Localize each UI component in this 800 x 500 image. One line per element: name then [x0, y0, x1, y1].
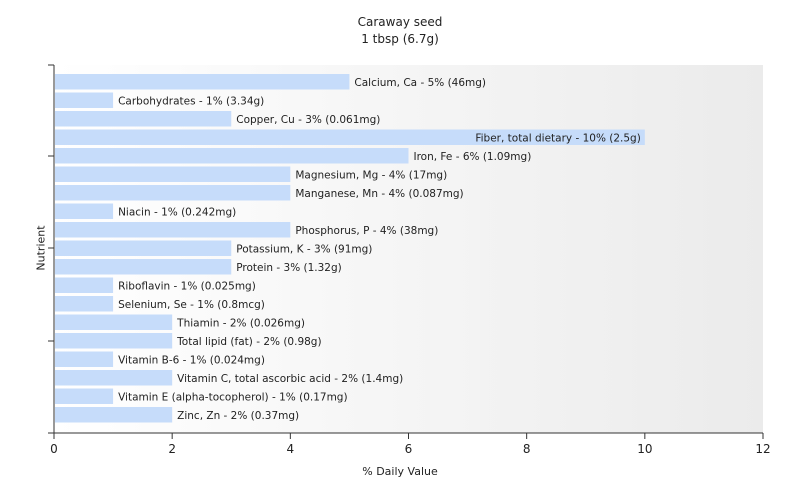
- bar-label: Thiamin - 2% (0.026mg): [176, 317, 305, 329]
- bar: [55, 129, 645, 145]
- bar-label: Vitamin E (alpha-tocopherol) - 1% (0.17m…: [118, 391, 348, 403]
- bar-label: Fiber, total dietary - 10% (2.5g): [475, 132, 640, 144]
- bar: [55, 259, 232, 275]
- bar-label: Calcium, Ca - 5% (46mg): [354, 77, 486, 89]
- bar-label: Vitamin C, total ascorbic acid - 2% (1.4…: [177, 373, 403, 385]
- bar-label: Copper, Cu - 3% (0.061mg): [236, 114, 380, 126]
- bar-label: Protein - 3% (1.32g): [236, 262, 342, 274]
- bar: [55, 74, 350, 90]
- bar: [55, 388, 114, 404]
- bars-layer: Calcium, Ca - 5% (46mg) Carbohydrates - 1…: [55, 74, 645, 423]
- bar: [55, 148, 409, 164]
- bar: [55, 185, 291, 201]
- x-axis-label: % Daily Value: [362, 465, 438, 478]
- x-tick-label: 8: [523, 442, 531, 456]
- bar: [55, 351, 114, 367]
- bar-label: Manganese, Mn - 4% (0.087mg): [295, 188, 463, 200]
- bar-label: Potassium, K - 3% (91mg): [236, 243, 372, 255]
- x-tick-label: 4: [287, 442, 295, 456]
- y-axis-label: Nutrient: [34, 225, 48, 271]
- bar: [55, 407, 173, 423]
- axes-layer: 0 2 4 6 8 10 12: [48, 64, 771, 456]
- bar-label: Iron, Fe - 6% (1.09mg): [414, 151, 532, 163]
- bar-label: Niacin - 1% (0.242mg): [118, 206, 236, 218]
- x-tick-label: 6: [405, 442, 413, 456]
- bar-label: Zinc, Zn - 2% (0.37mg): [177, 410, 299, 422]
- bar: [55, 370, 173, 386]
- bar-label: Magnesium, Mg - 4% (17mg): [295, 169, 447, 181]
- bar: [55, 166, 291, 182]
- bar: [55, 277, 114, 293]
- chart-subtitle: 1 tbsp (6.7g): [361, 32, 439, 46]
- bar: [55, 92, 114, 108]
- bar-label: Vitamin B-6 - 1% (0.024mg): [118, 354, 265, 366]
- bar: [55, 240, 232, 256]
- bar-label: Carbohydrates - 1% (3.34g): [118, 95, 264, 107]
- bar: [55, 111, 232, 127]
- x-tick-label: 2: [168, 442, 176, 456]
- bar: [55, 333, 173, 349]
- x-tick-label: 12: [755, 442, 770, 456]
- x-tick-label: 0: [50, 442, 58, 456]
- bar: [55, 203, 114, 219]
- bar-label: Total lipid (fat) - 2% (0.98g): [176, 336, 321, 348]
- bar-label: Selenium, Se - 1% (0.8mcg): [118, 299, 265, 311]
- bar-label: Phosphorus, P - 4% (38mg): [295, 225, 438, 237]
- x-tick-label: 10: [637, 442, 652, 456]
- chart-title: Caraway seed: [357, 15, 443, 29]
- bar: [55, 314, 173, 330]
- bar: [55, 296, 114, 312]
- bar-label: Riboflavin - 1% (0.025mg): [118, 280, 256, 292]
- bar: [55, 222, 291, 238]
